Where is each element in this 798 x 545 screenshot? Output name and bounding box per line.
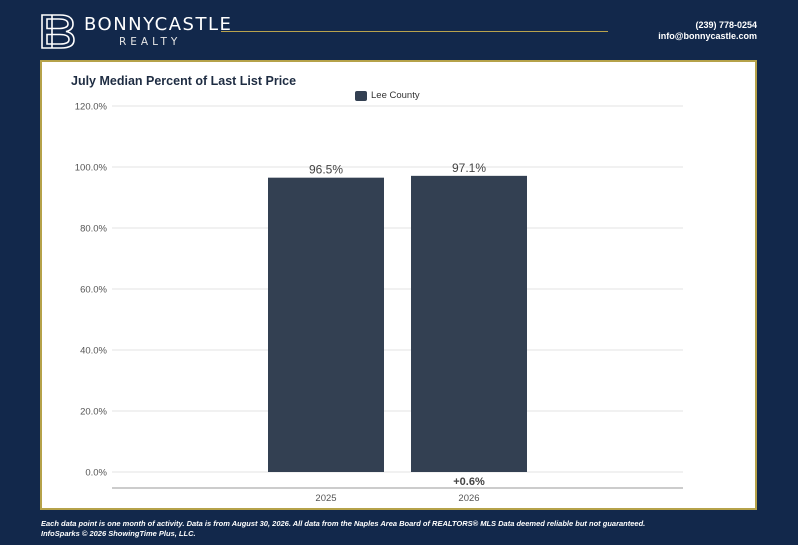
bar-chart: 0.0% 20.0% 40.0% 60.0% 80.0% 100.0% 120.0% 96.5… (75, 102, 683, 504)
x-tick-label: 2025 (315, 493, 336, 504)
brand: BONNYCASTLE REALTY (84, 14, 233, 49)
footer-line-2: InfoSparks © 2026 ShowingTime Plus, LLC. (41, 528, 196, 538)
header-divider (221, 31, 608, 32)
contact-info: (239) 778-0254 info@bonnycastle.com (658, 20, 757, 42)
y-tick-label: 80.0% (80, 224, 107, 235)
change-label: +0.6% (453, 476, 485, 488)
x-tick-label: 2026 (458, 493, 479, 504)
bar (268, 177, 384, 473)
brand-subtitle: REALTY (119, 36, 182, 48)
y-tick-label: 100.0% (75, 163, 108, 174)
chart-legend: Lee County (355, 90, 420, 101)
data-label: 96.5% (309, 163, 343, 177)
email-address: info@bonnycastle.com (658, 31, 757, 41)
phone-number: (239) 778-0254 (695, 20, 757, 30)
bonnycastle-logo-icon (41, 14, 75, 49)
legend-label: Lee County (371, 90, 420, 101)
y-tick-label: 60.0% (80, 285, 107, 296)
y-tick-label: 20.0% (80, 407, 107, 418)
y-tick-label: 120.0% (75, 102, 108, 113)
data-label: 97.1% (452, 161, 486, 175)
bar (411, 175, 527, 472)
chart-title: July Median Percent of Last List Price (71, 74, 297, 88)
y-tick-label: 40.0% (80, 346, 107, 357)
chart-frame: July Median Percent of Last List Price L… (40, 60, 757, 510)
footer-line-1: Each data point is one month of activity… (41, 519, 646, 528)
legend-swatch (355, 90, 367, 101)
brand-name: BONNYCASTLE (84, 14, 233, 35)
y-tick-label: 0.0% (85, 468, 107, 479)
footer-disclaimer: Each data point is one month of activity… (41, 519, 771, 538)
